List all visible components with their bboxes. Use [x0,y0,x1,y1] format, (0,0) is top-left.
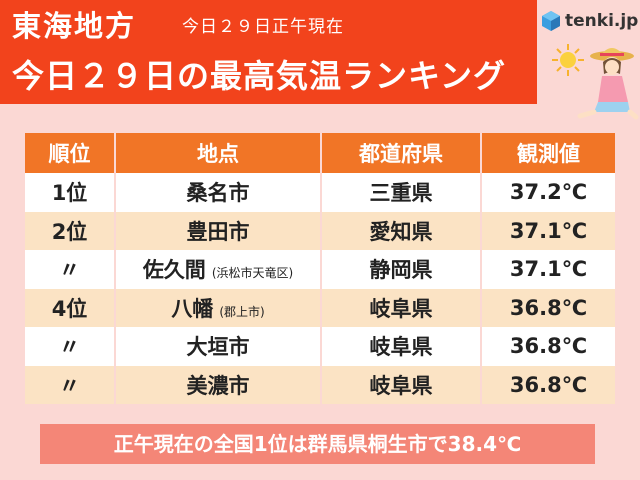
location-cell: 大垣市 [115,327,322,366]
prefecture-cell: 岐阜県 [321,365,482,404]
column-header-value: 観測値 [481,133,615,173]
location-note: (郡上市) [219,304,265,319]
region-title: 東海地方 [12,9,137,43]
location-name: 佐久間 [142,258,206,283]
prefecture-cell: 三重県 [321,173,482,212]
table-header-row: 順位 地点 都道府県 観測値 [25,133,615,173]
table-row: 4位 八幡 (郡上市) 岐阜県 36.8℃ [25,288,615,327]
location-cell: 豊田市 [115,211,322,250]
brand-name: tenki.jp [565,11,639,31]
prefecture-cell: 岐阜県 [321,327,482,366]
rank-cell: 2位 [25,211,116,250]
location-name: 桑名市 [186,181,250,206]
table-row: 〃 佐久間 (浜松市天竜区) 静岡県 37.1℃ [25,250,615,289]
location-cell: 美濃市 [115,365,322,404]
tenki-logo-icon [542,11,560,31]
ranking-table: 順位 地点 都道府県 観測値 1位 桑名市 三重県 37.2℃ 2位 豊田市 愛… [25,133,615,404]
location-name: 豊田市 [186,219,250,244]
national-top-banner: 正午現在の全国1位は群馬県桐生市で38.4℃ [40,424,595,464]
rank-cell: 4位 [25,288,116,327]
prefecture-cell: 静岡県 [321,250,482,289]
table-row: 1位 桑名市 三重県 37.2℃ [25,173,615,212]
table-row: 〃 美濃市 岐阜県 36.8℃ [25,365,615,404]
value-cell: 37.2℃ [481,173,615,212]
location-note: (浜松市天竜区) [211,266,294,281]
column-header-location: 地点 [115,133,322,173]
sunbathing-person-illustration-icon [552,44,639,120]
value-cell: 36.8℃ [481,327,615,366]
location-name: 大垣市 [186,335,250,360]
location-cell: 八幡 (郡上市) [115,288,322,327]
table-row: 〃 大垣市 岐阜県 36.8℃ [25,327,615,366]
location-name: 美濃市 [186,373,250,398]
as-of-label: 今日２９日正午現在 [182,17,344,37]
page-title: 今日２９日の最高気温ランキング [12,57,507,95]
value-cell: 36.8℃ [481,288,615,327]
rank-cell: 〃 [25,250,116,289]
value-cell: 37.1℃ [481,250,615,289]
prefecture-cell: 愛知県 [321,211,482,250]
location-cell: 佐久間 (浜松市天竜区) [115,250,322,289]
prefecture-cell: 岐阜県 [321,288,482,327]
value-cell: 36.8℃ [481,365,615,404]
table-row: 2位 豊田市 愛知県 37.1℃ [25,211,615,250]
column-header-prefecture: 都道府県 [321,133,482,173]
column-header-rank: 順位 [25,133,116,173]
location-cell: 桑名市 [115,173,322,212]
rank-cell: 1位 [25,173,116,212]
brand-logo: tenki.jp [540,10,638,32]
title-banner: 東海地方 今日２９日正午現在 今日２９日の最高気温ランキング [0,0,537,104]
value-cell: 37.1℃ [481,211,615,250]
rank-cell: 〃 [25,327,116,366]
rank-cell: 〃 [25,365,116,404]
location-name: 八幡 [171,296,214,321]
